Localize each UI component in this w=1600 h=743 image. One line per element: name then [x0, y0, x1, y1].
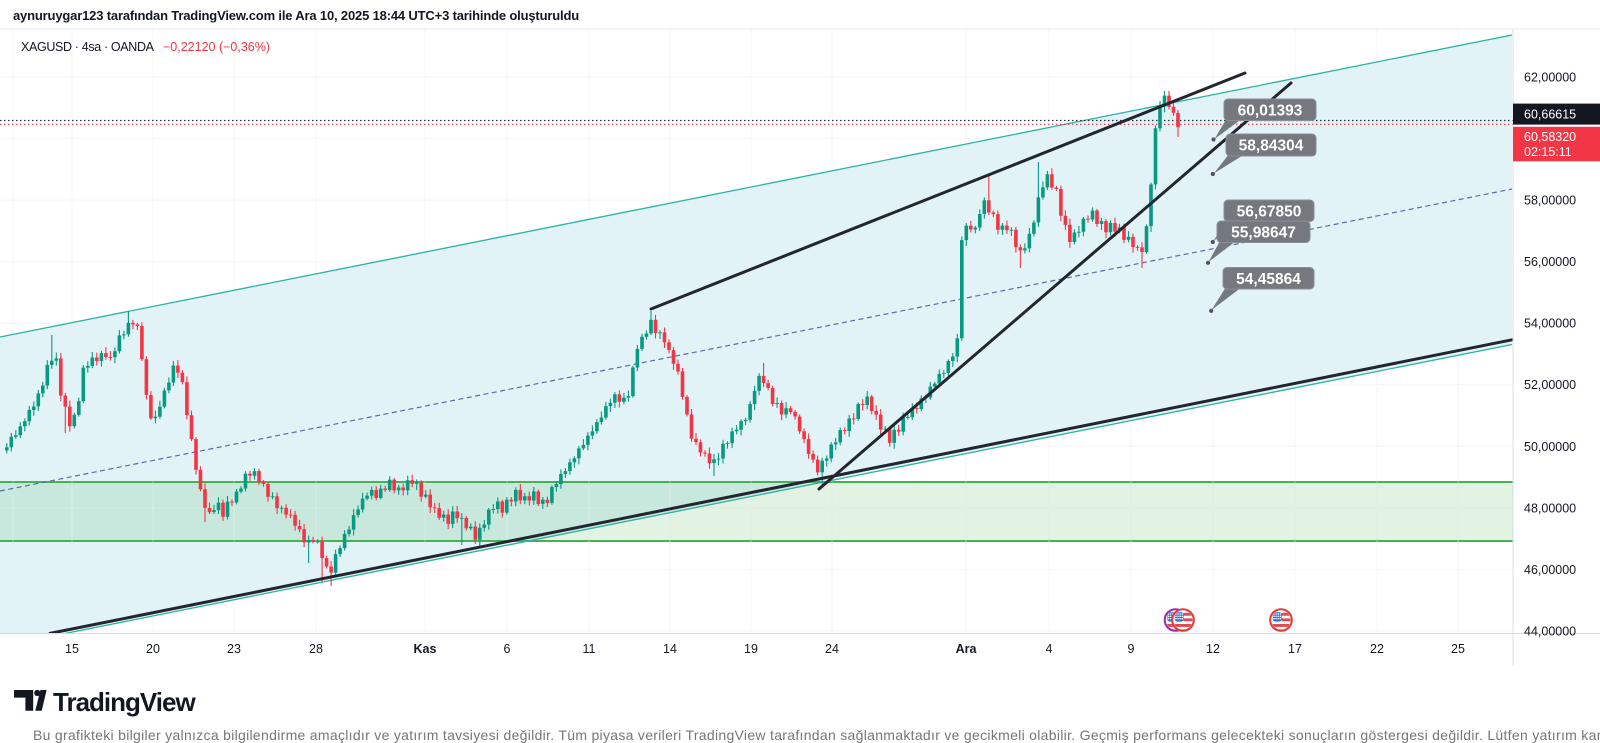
svg-text:54,00000: 54,00000 — [1524, 317, 1576, 331]
svg-text:22: 22 — [1370, 642, 1384, 656]
svg-text:46,00000: 46,00000 — [1524, 563, 1576, 577]
svg-text:Kas: Kas — [414, 642, 437, 656]
svg-text:9: 9 — [1128, 642, 1135, 656]
svg-text:55,98647: 55,98647 — [1231, 224, 1296, 241]
svg-text:19: 19 — [744, 642, 758, 656]
svg-text:54,45864: 54,45864 — [1236, 271, 1301, 288]
svg-text:24: 24 — [825, 642, 839, 656]
svg-text:50,00000: 50,00000 — [1524, 440, 1576, 454]
svg-text:25: 25 — [1451, 642, 1465, 656]
svg-text:62,00000: 62,00000 — [1524, 71, 1576, 85]
svg-text:58,84304: 58,84304 — [1239, 138, 1304, 155]
svg-text:52,00000: 52,00000 — [1524, 378, 1576, 392]
svg-text:TradingView: TradingView — [53, 687, 196, 717]
svg-text:11: 11 — [583, 642, 596, 656]
svg-text:28: 28 — [309, 642, 323, 656]
svg-text:56,67850: 56,67850 — [1237, 203, 1302, 220]
svg-text:60,66615: 60,66615 — [1524, 108, 1576, 122]
svg-text:23: 23 — [227, 642, 241, 656]
svg-text:44,00000: 44,00000 — [1524, 624, 1576, 638]
svg-text:6: 6 — [504, 642, 511, 656]
svg-text:14: 14 — [663, 642, 677, 656]
svg-text:20: 20 — [146, 642, 160, 656]
svg-text:4: 4 — [1046, 642, 1053, 656]
svg-text:60,01393: 60,01393 — [1238, 102, 1303, 119]
svg-text:15: 15 — [65, 642, 79, 656]
svg-text:58,00000: 58,00000 — [1524, 194, 1576, 208]
svg-text:60,58320: 60,58320 — [1524, 130, 1576, 144]
svg-text:56,00000: 56,00000 — [1524, 255, 1576, 269]
svg-text:12: 12 — [1206, 642, 1220, 656]
svg-text:17: 17 — [1288, 642, 1302, 656]
svg-text:Ara: Ara — [956, 642, 978, 656]
svg-text:02:15:11: 02:15:11 — [1524, 145, 1572, 159]
svg-text:48,00000: 48,00000 — [1524, 501, 1576, 515]
